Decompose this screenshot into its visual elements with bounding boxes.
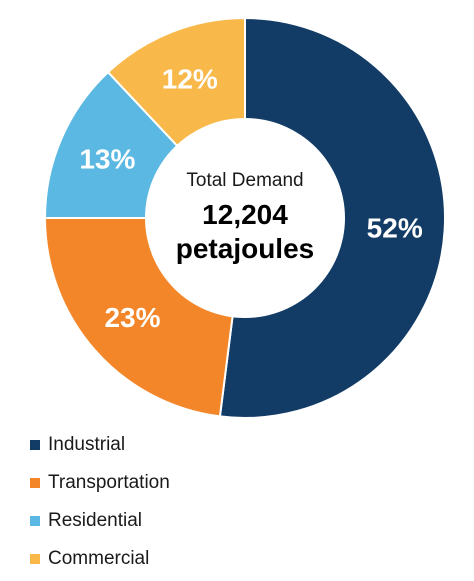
slice-label-transportation: 23% <box>104 302 160 333</box>
legend-swatch-commercial <box>30 554 40 564</box>
slice-label-residential: 13% <box>79 143 135 174</box>
center-total-value: 12,204 <box>202 199 288 230</box>
donut-chart: Total Demand 12,204 petajoules 52% 23% 13%… <box>43 16 446 419</box>
legend-item-commercial: Commercial <box>30 540 170 578</box>
legend-item-industrial: Industrial <box>30 426 170 464</box>
donut-hole <box>145 118 345 318</box>
legend-item-residential: Residential <box>30 502 170 540</box>
legend-swatch-industrial <box>30 440 40 450</box>
slice-label-industrial: 52% <box>367 212 423 243</box>
slice-label-commercial: 12% <box>162 64 218 95</box>
center-unit: petajoules <box>176 233 314 264</box>
legend-swatch-transportation <box>30 478 40 488</box>
legend-item-transportation: Transportation <box>30 464 170 502</box>
center-title: Total Demand <box>186 170 303 191</box>
slice-labels: 52% 23% 13% 12% <box>79 64 423 334</box>
legend-swatch-residential <box>30 516 40 526</box>
legend-label-industrial: Industrial <box>48 434 126 455</box>
legend: Industrial Transportation Residential Co… <box>30 426 170 578</box>
legend-label-residential: Residential <box>48 510 142 531</box>
legend-label-commercial: Commercial <box>48 548 150 569</box>
legend-label-transportation: Transportation <box>48 472 170 493</box>
